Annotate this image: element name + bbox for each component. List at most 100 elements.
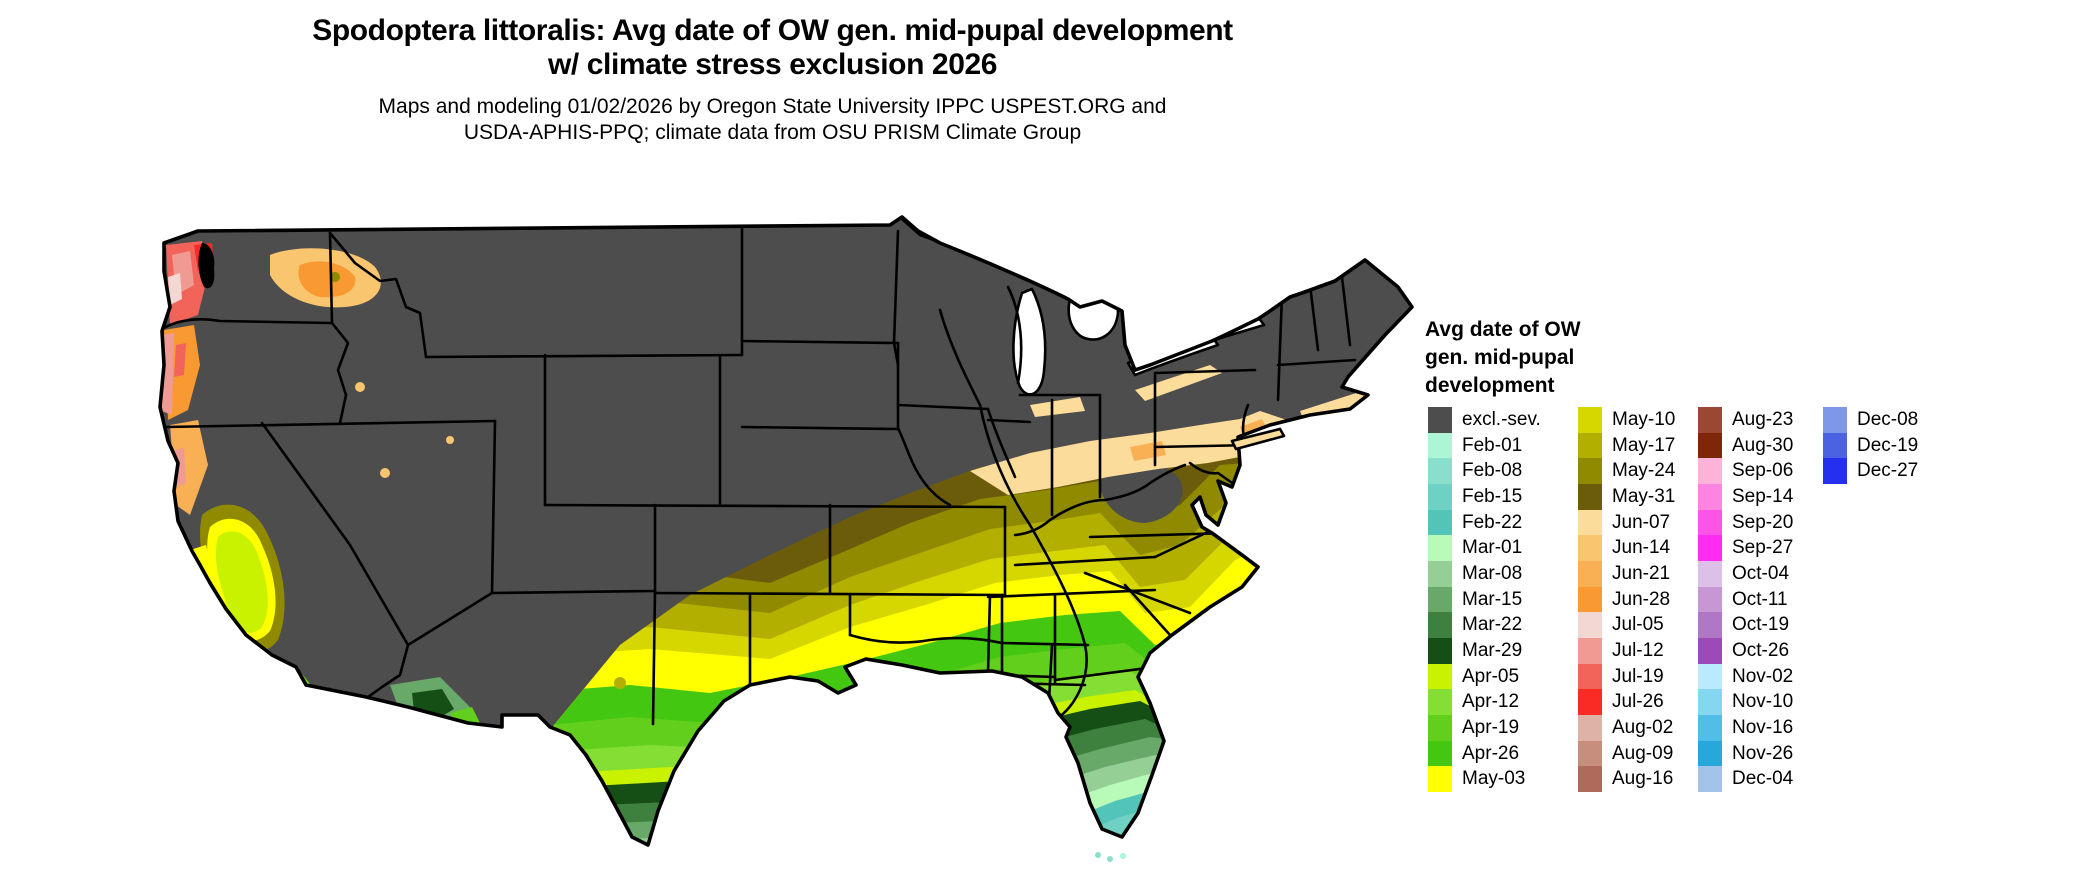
florida-keys-dot-2 [1107,856,1113,862]
state-borders [160,225,1357,729]
legend-item: Sep-14 [1698,483,1793,510]
legend-item: Dec-08 [1823,407,1918,433]
region-speck-nm-yellow [645,652,655,662]
legend-swatch [1698,714,1722,741]
legend-swatch [1428,637,1452,664]
legend-swatch [1428,509,1452,536]
legend-label: Nov-26 [1732,742,1794,764]
legend-item: Jul-05 [1578,612,1675,638]
legend-label: Jun-21 [1612,562,1671,584]
header: Spodoptera littoralis: Avg date of OW ge… [0,14,1545,146]
legend-swatch [1698,766,1722,792]
legend-swatch [1698,586,1722,613]
legend-swatch [1428,663,1452,690]
legend-label: Jul-05 [1612,614,1664,636]
legend-label: Feb-15 [1462,485,1523,507]
band-feb01 [630,767,1290,845]
legend-item: Sep-20 [1698,509,1793,536]
legend-label: Sep-27 [1732,537,1794,559]
legend-item: Mar-01 [1428,535,1541,561]
legend-swatch [1698,432,1722,459]
legend-item: Aug-09 [1578,740,1675,767]
legend-item: Oct-19 [1698,612,1793,638]
legend-label: Aug-23 [1732,409,1794,430]
legend-label: Nov-02 [1732,665,1794,687]
legend-swatch [1428,766,1452,792]
legend-item: Dec-27 [1823,458,1918,484]
legend-item: Mar-08 [1428,560,1541,587]
lake-huron [1067,275,1120,341]
legend-item: Sep-06 [1698,458,1793,484]
legend-item: Oct-26 [1698,637,1793,664]
legend-item: Jun-21 [1578,560,1675,587]
legend-item: Nov-26 [1698,740,1794,767]
legend-item: Apr-05 [1428,663,1541,690]
region-wa-coast-jul05 [168,273,182,305]
legend-swatch [1578,458,1602,484]
legend-swatch [1428,560,1452,587]
legend-label: Mar-08 [1462,562,1523,584]
legend-label: May-24 [1612,460,1676,482]
us-map-svg [158,215,1414,862]
legend-swatch [1698,740,1722,767]
legend-swatch [1428,714,1452,741]
legend-swatch [1578,637,1602,664]
us-outline [158,215,1414,847]
legend-item: Apr-12 [1428,689,1541,715]
legend-label: Dec-08 [1857,409,1919,430]
legend-title-line3: development [1425,374,1555,397]
legend-item: Jul-26 [1578,689,1675,715]
region-columbia-basin-olive-dot [330,272,340,282]
legend-swatch [1578,586,1602,613]
legend-label: Jun-28 [1612,588,1671,610]
region-lower-colorado-sage [350,700,385,735]
region-nca-coast-jun21 [170,420,208,515]
legend-swatch [1428,483,1452,510]
legend-swatch [1698,612,1722,638]
region-speck-snake-plain [355,382,365,392]
legend-swatch [1428,458,1452,484]
map-subtitle: Maps and modeling 01/02/2026 by Oregon S… [0,94,1545,146]
legend-swatch [1428,740,1452,767]
legend-label: Feb-22 [1462,511,1523,533]
legend-item: Nov-02 [1698,663,1794,690]
legend-label: Dec-19 [1857,434,1919,456]
legend-item: Oct-11 [1698,586,1793,613]
legend-label: Oct-04 [1732,562,1790,584]
legend-swatch [1823,432,1847,459]
region-columbia-basin-jun28 [298,261,356,298]
legend-label: Mar-22 [1462,614,1523,636]
legend-item: May-03 [1428,766,1541,792]
legend-label: Nov-10 [1732,691,1794,713]
legend-label: May-03 [1462,768,1526,790]
map-subtitle-line2: USDA-APHIS-PPQ; climate data from OSU PR… [463,121,1082,144]
legend-label: excl.-sev. [1462,409,1541,430]
legend-swatch [1428,407,1452,433]
legend-swatch [1578,740,1602,767]
legend-item: Dec-04 [1698,766,1793,792]
legend-label: Aug-16 [1612,768,1674,790]
region-lake-erie-shore-june [1135,365,1222,401]
legend-label: May-31 [1612,485,1676,507]
legend-label: Mar-29 [1462,639,1523,661]
legend-label: Aug-02 [1612,716,1674,738]
legend-label: Jun-14 [1612,537,1671,559]
legend-column-2: May-10 May-17 May-24 May-31 Jun-07 Jun-14 Jun-… [1578,407,1675,792]
region-speck-nv [380,468,390,478]
legend-swatch [1578,407,1602,433]
florida-keys-dot-1 [1095,852,1101,858]
legend-item: May-10 [1578,407,1675,433]
legend-swatch [1578,612,1602,638]
region-ca-valley-chartreuse-core [215,531,268,633]
legend-swatch [1428,612,1452,638]
legend-item: Aug-23 [1698,407,1793,433]
legend-swatch [1428,432,1452,459]
legend-item: Jun-28 [1578,586,1675,613]
region-or-coast-jul19-dots [174,343,186,377]
legend-swatch [1578,509,1602,536]
legend-swatch [1698,689,1722,715]
legend-item: Jun-14 [1578,535,1675,561]
legend-label: May-10 [1612,409,1676,430]
legend-swatch [1698,663,1722,690]
legend-swatch [1578,689,1602,715]
